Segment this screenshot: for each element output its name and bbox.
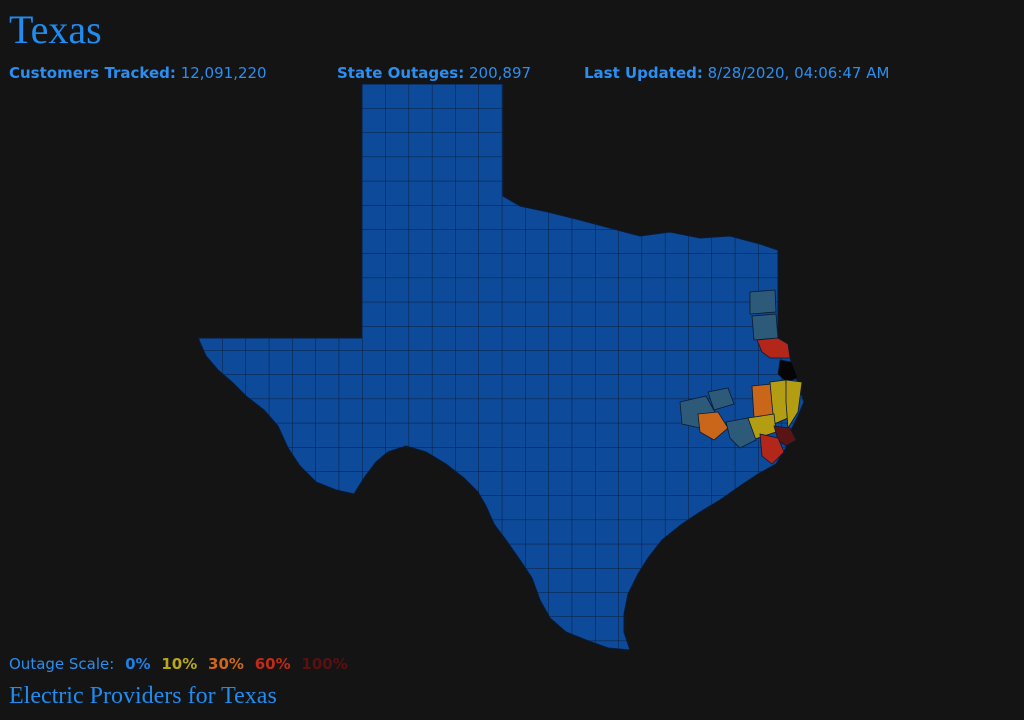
county-outage-30[interactable] <box>697 411 729 441</box>
scale-level-0: 0% <box>125 655 151 673</box>
state-outages-label: State Outages: <box>337 64 465 82</box>
texas-map-svg[interactable] <box>0 83 1024 654</box>
county-outage-some[interactable] <box>749 289 777 315</box>
county-outage-some[interactable] <box>751 313 779 341</box>
page-title: Texas <box>9 7 102 52</box>
county-outage-black[interactable] <box>777 359 799 383</box>
outage-scale-legend: Outage Scale: 0% 10% 30% 60% 100% <box>9 655 348 673</box>
outage-highlight-counties <box>679 289 803 465</box>
county-outage-60[interactable] <box>756 337 791 359</box>
state-outages-stat: State Outages: 200,897 <box>337 64 531 82</box>
last-updated-value: 8/28/2020, 04:06:47 AM <box>707 64 890 82</box>
texas-outage-map[interactable] <box>0 83 1024 654</box>
stats-bar: Customers Tracked: 12,091,220 State Outa… <box>0 64 1024 84</box>
customers-tracked-stat: Customers Tracked: 12,091,220 <box>9 64 267 82</box>
outage-scale-label: Outage Scale: <box>9 655 115 673</box>
scale-level-100: 100% <box>301 655 348 673</box>
customers-tracked-label: Customers Tracked: <box>9 64 176 82</box>
county-boundaries <box>198 84 804 650</box>
customers-tracked-value: 12,091,220 <box>180 64 267 82</box>
scale-level-60: 60% <box>254 655 291 673</box>
last-updated-label: Last Updated: <box>584 64 703 82</box>
scale-level-10: 10% <box>161 655 198 673</box>
county-outage-10[interactable] <box>785 379 803 430</box>
county-outage-some[interactable] <box>725 417 757 449</box>
county-outage-10[interactable] <box>769 379 789 425</box>
county-outage-60[interactable] <box>759 433 785 465</box>
county-outage-some[interactable] <box>707 387 735 411</box>
last-updated-stat: Last Updated: 8/28/2020, 04:06:47 AM <box>584 64 889 82</box>
scale-level-30: 30% <box>208 655 244 673</box>
electric-providers-link[interactable]: Electric Providers for Texas <box>9 683 277 709</box>
state-outages-value: 200,897 <box>469 64 532 82</box>
